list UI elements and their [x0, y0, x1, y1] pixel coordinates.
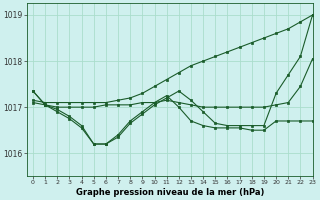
X-axis label: Graphe pression niveau de la mer (hPa): Graphe pression niveau de la mer (hPa) — [76, 188, 264, 197]
